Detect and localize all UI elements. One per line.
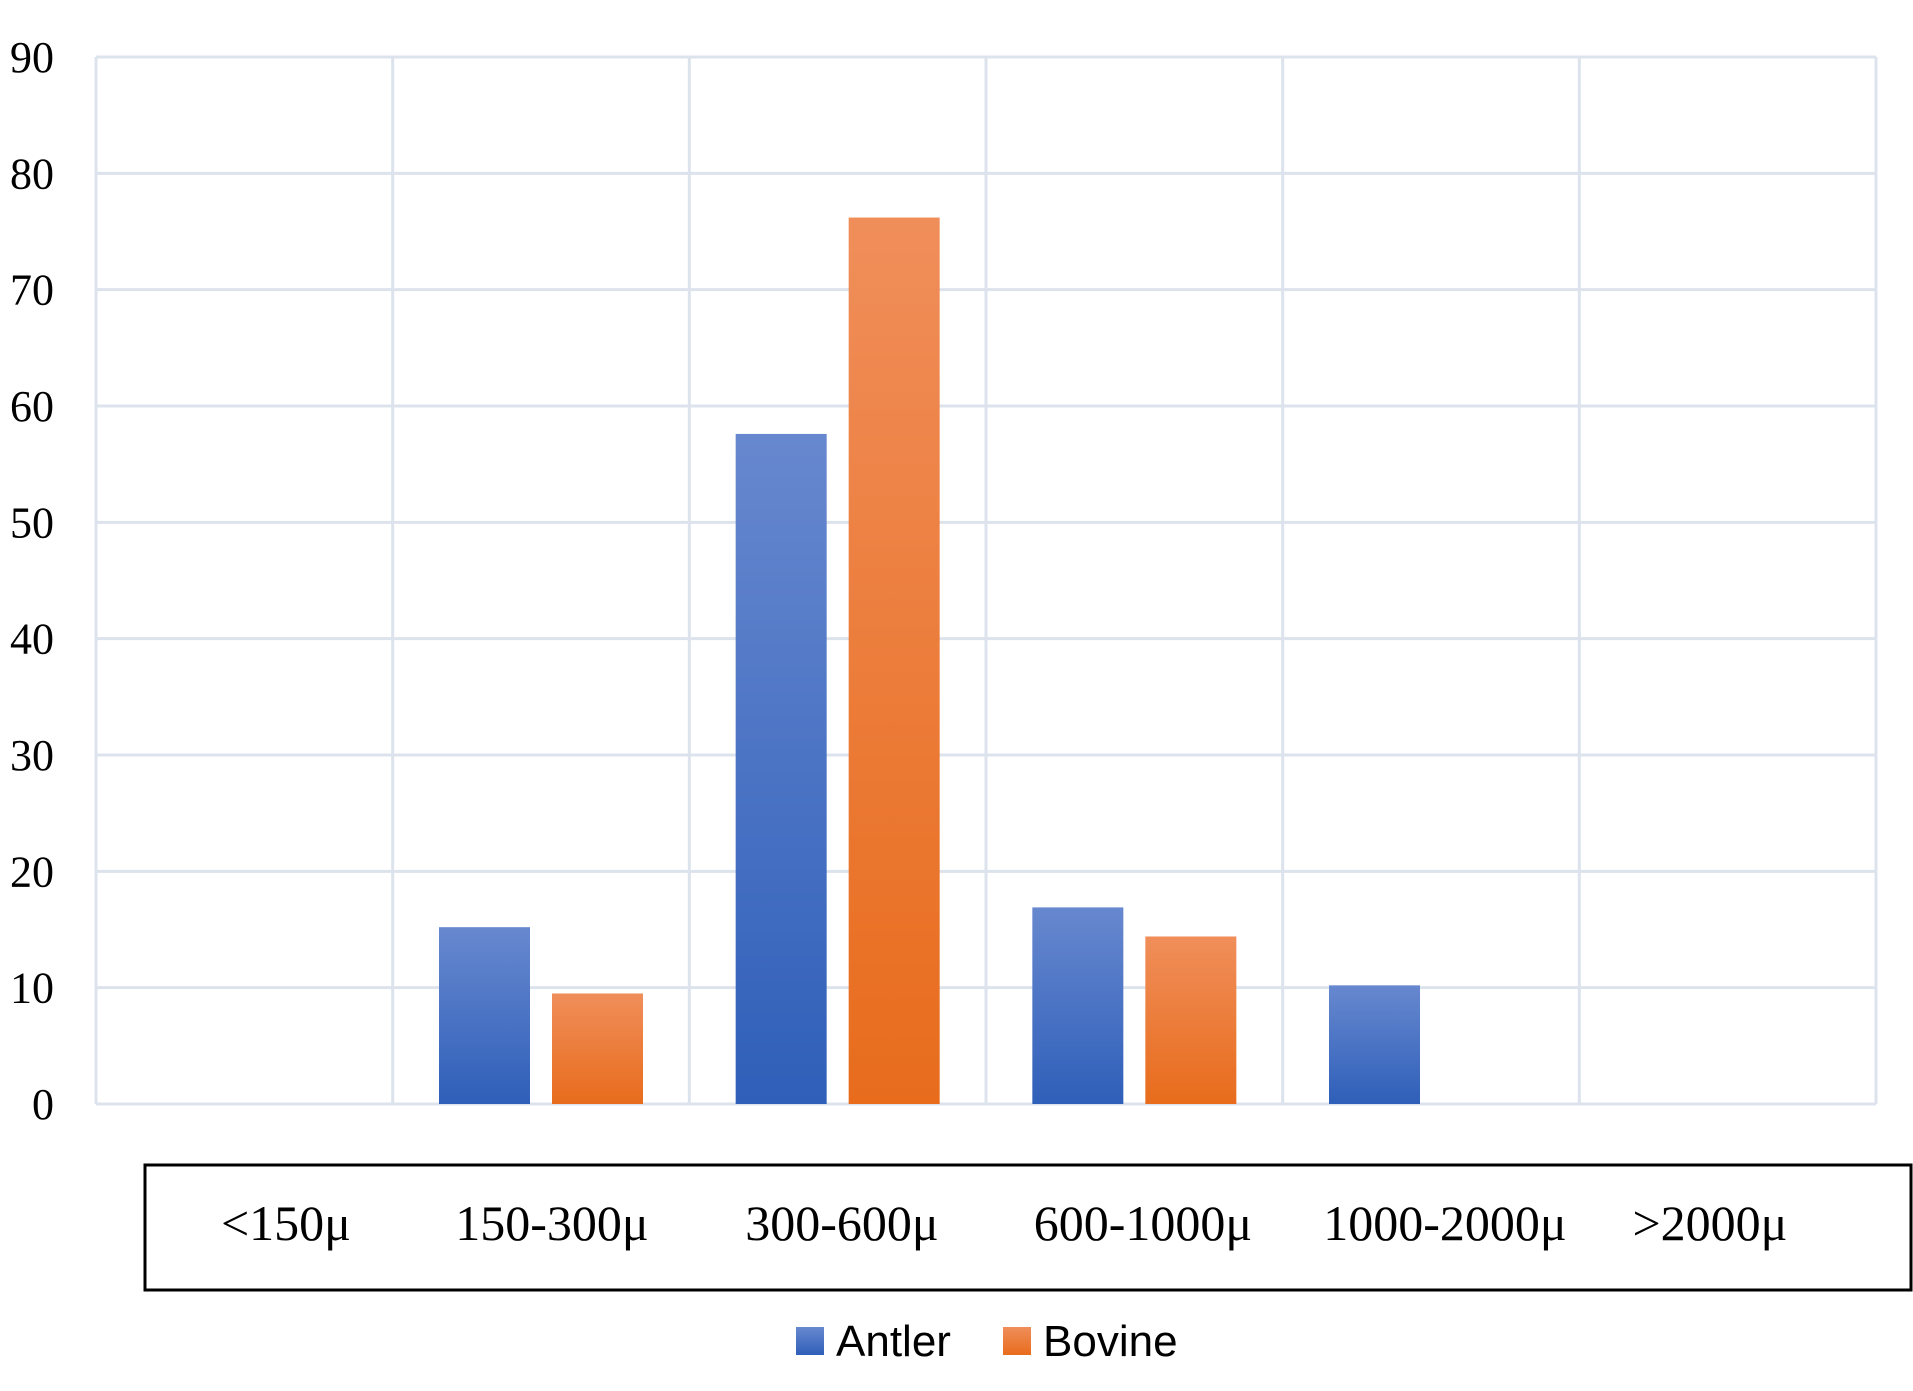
bar-antler-1 <box>439 927 530 1104</box>
bar-antler-2 <box>735 433 827 1104</box>
category-label: 1000-2000μ <box>1323 1195 1566 1251</box>
bar-bovine-3 <box>1145 936 1237 1104</box>
x-axis-categories: <150μ 150-300μ 300-600μ 600-1000μ 1000-2000μ… <box>221 1195 1788 1251</box>
legend: Antler Bovine <box>796 1317 1178 1366</box>
category-label: >2000μ <box>1632 1195 1787 1251</box>
grid <box>94 55 1878 1106</box>
y-tick-label: 10 <box>10 964 54 1013</box>
y-tick-label: 30 <box>10 731 54 780</box>
bar-antler-3 <box>1032 907 1124 1104</box>
y-tick-label: 50 <box>10 498 54 547</box>
legend-swatch-bovine <box>1003 1327 1031 1355</box>
y-tick-label: 0 <box>32 1080 54 1129</box>
category-label: 600-1000μ <box>1034 1195 1252 1251</box>
y-tick-label: 20 <box>10 847 54 896</box>
legend-swatch-antler <box>796 1327 824 1355</box>
y-tick-label: 70 <box>10 266 54 315</box>
y-tick-label: 40 <box>10 615 54 664</box>
category-label: <150μ <box>221 1195 351 1251</box>
category-label: 300-600μ <box>745 1195 938 1251</box>
category-label: 150-300μ <box>455 1195 648 1251</box>
y-axis-ticks: 0 10 20 30 40 50 60 70 80 90 <box>10 33 54 1129</box>
y-tick-label: 60 <box>10 382 54 431</box>
y-tick-label: 90 <box>10 33 54 82</box>
category-label-box <box>143 1163 1913 1292</box>
bars <box>439 217 1420 1105</box>
bar-bovine-2 <box>848 217 940 1105</box>
legend-label-bovine: Bovine <box>1043 1317 1178 1366</box>
legend-label-antler: Antler <box>836 1317 951 1366</box>
y-tick-label: 80 <box>10 149 54 198</box>
bar-bovine-1 <box>552 993 643 1104</box>
bar-antler-4 <box>1329 985 1420 1104</box>
